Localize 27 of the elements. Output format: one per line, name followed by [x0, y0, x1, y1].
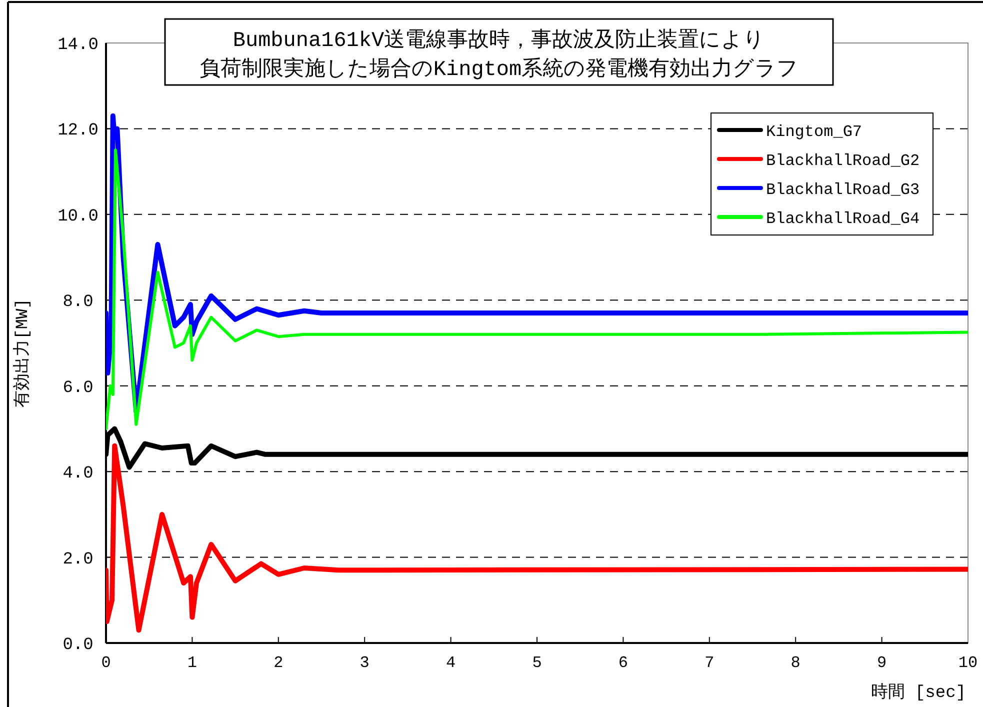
chart-title: Bumbuna161kV送電線事故時，事故波及防止装置により: [232, 28, 766, 53]
x-tick-label: 6: [618, 654, 628, 672]
x-tick-label: 8: [790, 654, 800, 672]
x-tick-label: 5: [532, 654, 542, 672]
legend-label: BlackhallRoad_G4: [766, 210, 920, 228]
x-axis-title: 時間 [sec]: [870, 683, 966, 703]
y-tick-label: 10.0: [58, 207, 98, 226]
x-tick-label: 4: [446, 654, 456, 672]
x-tick-label: 10: [958, 654, 978, 672]
y-tick-label: 2.0: [62, 550, 94, 570]
legend-label: BlackhallRoad_G3: [766, 181, 920, 199]
x-tick-label: 7: [704, 654, 714, 672]
y-tick-label: 6.0: [62, 378, 94, 398]
x-tick-label: 1: [187, 654, 198, 672]
y-tick-label: 14.0: [58, 36, 98, 55]
text: 負荷制限実施した場合のKingtom系統の発電機有効出力グラフ: [199, 57, 799, 82]
legend-label: BlackhallRoad_G2: [766, 152, 920, 170]
y-tick-label: 0.0: [62, 636, 94, 655]
y-tick-label: 8.0: [62, 293, 94, 312]
x-tick-label: 3: [360, 654, 370, 672]
x-tick-label: 9: [876, 654, 887, 672]
y-axis-title: 有効出力[MW]: [12, 298, 33, 408]
x-tick-label: 2: [274, 654, 284, 672]
x-tick-label: 0: [101, 654, 111, 672]
y-tick-label: 12.0: [58, 122, 98, 141]
legend-label: Kingtom_G7: [766, 123, 862, 141]
y-tick-label: 4.0: [62, 464, 94, 484]
